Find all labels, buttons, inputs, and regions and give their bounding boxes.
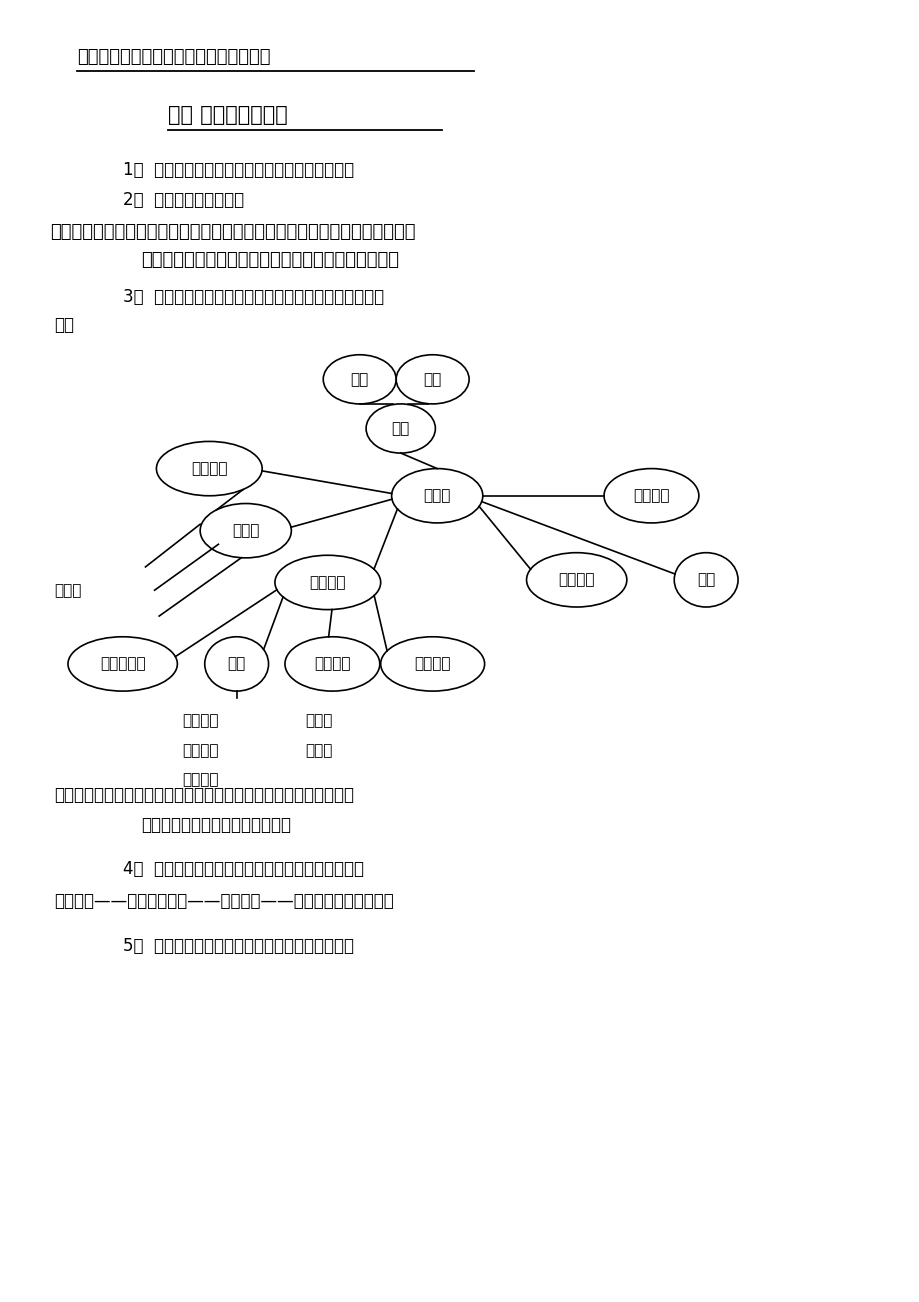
- Text: 例：: 例：: [54, 316, 74, 335]
- Text: 快速浏览——选择主要内容——仔细阅读——作批注（标记、摘抄）: 快速浏览——选择主要内容——仔细阅读——作批注（标记、摘抄）: [54, 892, 393, 910]
- Text: 3、  师生交流关于研究主题所要了解的内容（思维导图）: 3、 师生交流关于研究主题所要了解的内容（思维导图）: [122, 288, 383, 306]
- Text: 鲜啤酒: 鲜啤酒: [305, 713, 332, 728]
- Text: 嘉年华: 嘉年华: [232, 523, 259, 538]
- Text: 发展: 发展: [423, 372, 441, 387]
- Text: 吉祥物: 吉祥物: [54, 583, 82, 598]
- Text: 色泽: 色泽: [227, 656, 245, 672]
- Text: （板书子课题：资料的汇总整理）: （板书子课题：资料的汇总整理）: [141, 815, 290, 833]
- Text: 4、  小组代表汇报整理资料的步骤（教师相机板书）: 4、 小组代表汇报整理资料的步骤（教师相机板书）: [122, 859, 363, 878]
- Text: 酵母性质: 酵母性质: [414, 656, 450, 672]
- Text: 5、  根据思维导图，对手中资料进行小组合作整理: 5、 根据思维导图，对手中资料进行小组合作整理: [122, 937, 353, 956]
- Text: 由选择一个青岛特色节庆活动作为研究主题展开研究。: 由选择一个青岛特色节庆活动作为研究主题展开研究。: [141, 251, 399, 270]
- Text: 节庆活动: 节庆活动: [191, 461, 227, 477]
- Text: 啤酒种类: 啤酒种类: [309, 575, 346, 590]
- Text: 原麦汁浓度: 原麦汁浓度: [100, 656, 145, 672]
- Text: 节日: 节日: [697, 573, 714, 587]
- Text: 杀菌方法: 杀菌方法: [313, 656, 350, 672]
- Text: 起源: 起源: [350, 372, 369, 387]
- Text: 设计意图：引入研究主题，激发学生兴趣: 设计意图：引入研究主题，激发学生兴趣: [77, 48, 270, 66]
- Text: 黄色啤酒: 黄色啤酒: [182, 743, 218, 758]
- Text: 二、 资料的汇总整理: 二、 资料的汇总整理: [168, 104, 288, 125]
- Text: 历史: 历史: [391, 421, 410, 436]
- Text: 小组讨论：针对手中已有资料，如何省时有效地进行资料的整理工作: 小组讨论：针对手中已有资料，如何省时有效地进行资料的整理工作: [54, 786, 354, 803]
- Text: 设计意图：课前分好学习小组，课堂上学生在组长带领下根据组员的兴趣，自: 设计意图：课前分好学习小组，课堂上学生在组长带领下根据组员的兴趣，自: [50, 223, 414, 241]
- Text: 1、  板贴主课题（多姿多彩的青岛特色节庆活动）: 1、 板贴主课题（多姿多彩的青岛特色节庆活动）: [122, 161, 354, 178]
- Text: 啤酒节: 啤酒节: [423, 488, 450, 504]
- Text: 熟啤酒: 熟啤酒: [305, 743, 332, 758]
- Text: 制作工艺: 制作工艺: [558, 573, 595, 587]
- Text: 2、  小组长汇报研究主题: 2、 小组长汇报研究主题: [122, 190, 244, 208]
- Text: 浓色啤酒: 浓色啤酒: [182, 772, 218, 788]
- Text: 淡色啤酒: 淡色啤酒: [182, 713, 218, 728]
- Text: 特色小吃: 特色小吃: [632, 488, 669, 504]
